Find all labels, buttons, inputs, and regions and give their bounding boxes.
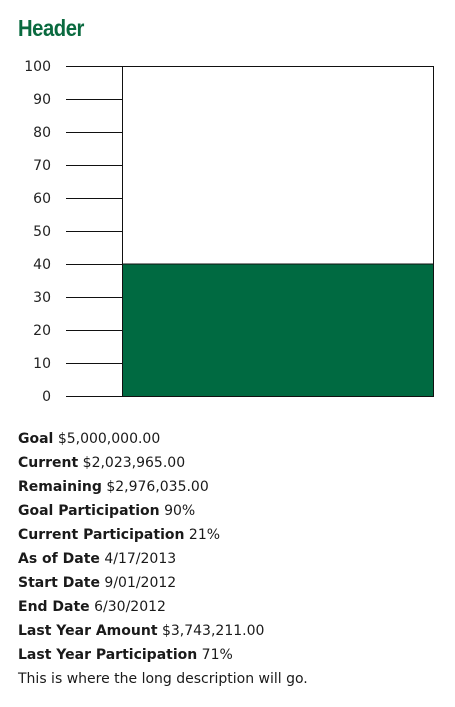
goal-participation-label: Goal Participation <box>18 503 160 519</box>
remaining-row: Remaining $2,976,035.00 <box>18 475 308 499</box>
long-description: This is where the long description will … <box>18 671 308 687</box>
goal-label: Goal <box>18 431 54 447</box>
gauge-fill-bar <box>122 263 434 397</box>
tick-label: 30 <box>33 290 51 306</box>
current-participation-value: 21% <box>188 527 221 543</box>
tick-label: 0 <box>42 389 51 405</box>
current-participation-row: Current Participation 21% <box>18 523 308 547</box>
goal-value: $5,000,000.00 <box>57 431 161 447</box>
page-title: Header <box>18 15 84 41</box>
start-date-row: Start Date 9/01/2012 <box>18 571 308 595</box>
last-year-participation-row: Last Year Participation 71% <box>18 643 308 667</box>
last-year-amount-row: Last Year Amount $3,743,211.00 <box>18 619 308 643</box>
as-of-date-label: As of Date <box>18 551 100 567</box>
last-year-amount-value: $3,743,211.00 <box>161 623 265 639</box>
last-year-participation-value: 71% <box>201 647 233 663</box>
remaining-value: $2,976,035.00 <box>106 479 209 495</box>
current-row: Current $2,023,965.00 <box>18 451 308 475</box>
current-label: Current <box>18 455 79 471</box>
start-date-value: 9/01/2012 <box>104 575 177 591</box>
goal-participation-value: 90% <box>164 503 196 519</box>
campaign-details: Goal $5,000,000.00 Current $2,023,965.00… <box>18 427 308 691</box>
tick-label: 70 <box>33 158 51 174</box>
tick-label: 60 <box>33 191 51 207</box>
tick-label: 50 <box>33 224 51 240</box>
tick-label: 80 <box>33 125 51 141</box>
current-value: $2,023,965.00 <box>82 455 186 471</box>
end-date-value: 6/30/2012 <box>94 599 166 615</box>
tick-label: 20 <box>33 323 51 339</box>
last-year-amount-label: Last Year Amount <box>18 623 158 639</box>
goal-participation-row: Goal Participation 90% <box>18 499 308 523</box>
current-participation-label: Current Participation <box>18 527 185 543</box>
tick-label: 40 <box>33 257 51 273</box>
start-date-label: Start Date <box>18 575 100 591</box>
end-date-label: End Date <box>18 599 90 615</box>
tick-label: 10 <box>33 356 51 372</box>
remaining-label: Remaining <box>18 479 102 495</box>
tick-label: 90 <box>33 92 51 108</box>
thermometer-chart: 0 10 20 30 40 50 60 70 80 90 100 <box>24 59 434 405</box>
last-year-participation-label: Last Year Participation <box>18 647 198 663</box>
end-date-row: End Date 6/30/2012 <box>18 595 308 619</box>
goal-row: Goal $5,000,000.00 <box>18 427 308 451</box>
tick-label: 100 <box>24 59 51 75</box>
as-of-date-value: 4/17/2013 <box>104 551 177 567</box>
as-of-date-row: As of Date 4/17/2013 <box>18 547 308 571</box>
gauge-ticks: 0 10 20 30 40 50 60 70 80 90 100 <box>24 59 122 405</box>
